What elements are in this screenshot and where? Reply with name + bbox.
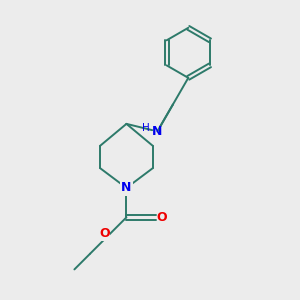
Text: N: N	[152, 125, 163, 138]
Text: O: O	[99, 227, 110, 240]
Text: N: N	[121, 182, 132, 194]
Text: H: H	[142, 123, 150, 133]
Text: O: O	[157, 211, 167, 224]
